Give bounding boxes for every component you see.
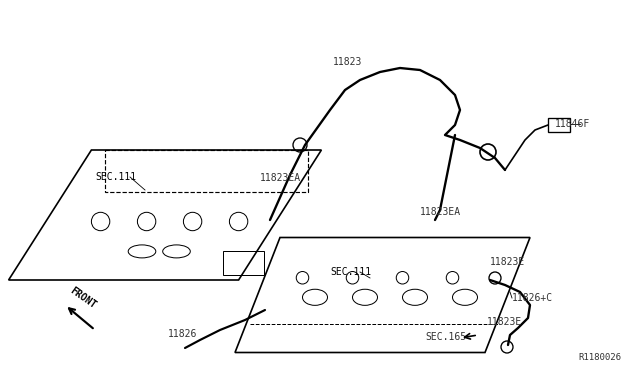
Text: 11823EA: 11823EA <box>420 207 461 217</box>
Text: SEC.111: SEC.111 <box>330 267 371 277</box>
Text: 11826+C: 11826+C <box>512 293 553 303</box>
Text: SEC.111: SEC.111 <box>95 172 136 182</box>
Text: SEC.165: SEC.165 <box>425 332 466 342</box>
Text: 11823E: 11823E <box>490 257 525 267</box>
Text: 11826: 11826 <box>168 329 197 339</box>
Text: R1180026: R1180026 <box>578 353 621 362</box>
Text: FRONT: FRONT <box>68 285 98 311</box>
Text: 11823EA: 11823EA <box>260 173 301 183</box>
Text: 11846F: 11846F <box>555 119 590 129</box>
Text: 11823: 11823 <box>333 57 362 67</box>
Text: 11823E: 11823E <box>487 317 522 327</box>
